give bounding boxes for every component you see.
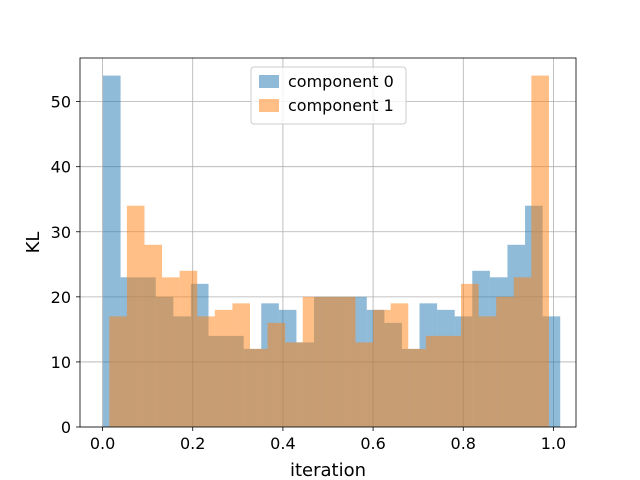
- histogram-bar: [373, 309, 391, 427]
- x-tick-label: 0.4: [270, 434, 295, 453]
- histogram-bar: [513, 277, 532, 427]
- x-tick-label: 1.0: [541, 434, 566, 453]
- histogram-bar: [197, 316, 215, 427]
- histogram-bar: [496, 296, 514, 427]
- histogram-bar: [285, 342, 303, 427]
- histogram-bar: [425, 335, 444, 427]
- histogram-bar: [478, 316, 497, 427]
- x-tick-label: 0.8: [451, 434, 476, 453]
- y-axis-ticks: 0 10 20 30 40 50: [51, 93, 80, 437]
- histogram-bar: [214, 309, 233, 427]
- y-tick-label: 20: [51, 288, 71, 307]
- histogram-bar: [267, 322, 286, 427]
- y-tick-label: 30: [51, 223, 71, 242]
- histogram-bar: [443, 335, 462, 427]
- histogram-bar: [162, 277, 180, 427]
- legend-label-component-0: component 0: [288, 72, 394, 91]
- histogram-bar: [531, 75, 549, 428]
- legend-box: [250, 66, 407, 125]
- y-tick-label: 50: [51, 93, 71, 112]
- histogram-bar: [126, 205, 145, 427]
- histogram-bar: [355, 342, 374, 427]
- histogram-bar: [109, 316, 127, 427]
- legend-swatch-component-0: [259, 75, 279, 88]
- y-tick-label: 40: [51, 158, 71, 177]
- histogram-bars: [102, 75, 561, 428]
- y-tick-label: 0: [61, 418, 71, 437]
- plot-frame: [79, 57, 577, 428]
- histogram-bar: [461, 283, 479, 427]
- legend-label-component-1: component 1: [288, 96, 394, 115]
- legend: component 0 component 1: [250, 66, 407, 125]
- x-tick-label: 0.2: [180, 434, 205, 453]
- histogram-bar: [179, 270, 198, 427]
- histogram-bar: [320, 296, 338, 427]
- series-component-1: [109, 75, 549, 428]
- y-tick-label: 10: [51, 353, 71, 372]
- histogram-bar: [249, 348, 268, 427]
- x-tick-label: 0.6: [360, 434, 385, 453]
- y-axis-label: KL: [23, 232, 44, 254]
- x-axis-label: iteration: [290, 460, 366, 480]
- x-tick-label: 0.0: [90, 434, 115, 453]
- histogram-bar: [337, 296, 356, 427]
- x-axis-ticks: 0.0 0.2 0.4 0.6 0.8 1.0: [90, 427, 566, 453]
- legend-swatch-component-1: [259, 99, 279, 112]
- histogram-bar: [390, 303, 409, 427]
- histogram-bar: [408, 348, 426, 427]
- histogram-bar: [302, 296, 321, 427]
- histogram-bar: [232, 303, 250, 427]
- histogram-bar: [144, 244, 163, 427]
